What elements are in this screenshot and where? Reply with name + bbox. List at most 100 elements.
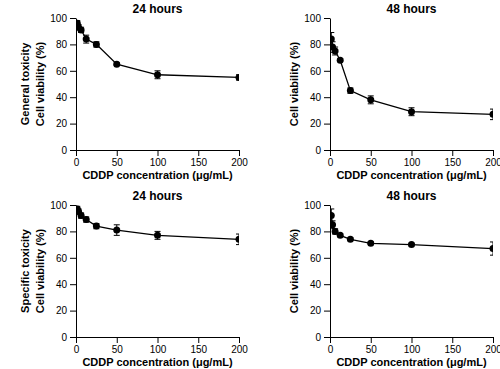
point: [408, 108, 415, 115]
error-bar: [93, 42, 99, 47]
x-tick-label: 100: [404, 344, 421, 355]
error-bar-cap: [236, 234, 239, 235]
x-tick-label: 150: [444, 157, 461, 168]
x-tick: 0: [74, 337, 80, 355]
y-label: Cell viability (%): [288, 228, 300, 313]
y-tick-mark: [324, 44, 330, 45]
y-tick: 40: [56, 279, 76, 290]
point: [236, 74, 240, 81]
error-bar-cap: [236, 244, 239, 245]
point: [113, 61, 120, 68]
line: [77, 23, 239, 77]
y-tick-label: 0: [61, 145, 67, 156]
error-bar-cap: [332, 54, 338, 55]
x-tick: 200: [231, 337, 248, 355]
y-label: Cell viability (%): [34, 41, 46, 126]
y-tick-mark: [70, 311, 76, 312]
x-tick-mark: [239, 150, 240, 156]
y-tick-mark: [324, 258, 330, 259]
panel: 05010015020002040608010024 hoursCDDP con…: [19, 189, 248, 368]
x-tick-label: 100: [150, 157, 167, 168]
y-axis-line: [76, 206, 77, 338]
x-tick: 150: [190, 337, 207, 355]
x-tick-mark: [198, 337, 199, 343]
x-tick-label: 50: [366, 344, 378, 355]
y-tick: 0: [61, 145, 76, 156]
y-tick: 40: [310, 92, 330, 103]
point: [330, 212, 335, 219]
x-tick-mark: [117, 337, 118, 343]
point: [93, 41, 100, 48]
y-tick-label: 20: [56, 118, 68, 129]
x-tick-label: 150: [190, 157, 207, 168]
error-bar-cap: [490, 109, 493, 110]
x-axis: 050100150200: [74, 150, 249, 168]
y-tick: 80: [56, 226, 76, 237]
y-tick-label: 40: [310, 279, 322, 290]
point: [236, 236, 240, 243]
y-tick-mark: [324, 311, 330, 312]
error-bar: [368, 96, 374, 104]
error-bar: [93, 223, 99, 228]
y-label: Cell viability (%): [288, 41, 300, 126]
y-tick-label: 60: [310, 66, 322, 77]
x-tick-mark: [239, 337, 240, 343]
x-tick-mark: [371, 150, 372, 156]
point: [347, 236, 354, 243]
y-tick-mark: [70, 337, 76, 338]
y-tick: 100: [50, 200, 76, 211]
y-tick-mark: [70, 44, 76, 45]
y-tick-mark: [324, 150, 330, 151]
x-tick-mark: [371, 337, 372, 343]
error-bar-cap: [114, 224, 120, 225]
point: [113, 227, 120, 234]
x-label: CDDP concentration (μg/mL): [336, 356, 486, 368]
y-tick-label: 0: [61, 332, 67, 343]
error-bar-cap: [368, 95, 374, 96]
x-tick-label: 200: [485, 344, 500, 355]
point: [408, 241, 415, 248]
x-tick-mark: [493, 337, 494, 343]
error-bar: [155, 71, 161, 79]
y-tick-label: 80: [56, 39, 68, 50]
y-tick-label: 20: [56, 305, 68, 316]
x-tick-mark: [330, 150, 331, 156]
point: [154, 71, 161, 78]
title: 24 hours: [132, 2, 182, 16]
y-tick-mark: [70, 205, 76, 206]
error-bar: [332, 47, 338, 55]
y-tick-mark: [324, 97, 330, 98]
x-tick-mark: [117, 150, 118, 156]
x-label: CDDP concentration (μg/mL): [336, 169, 486, 181]
plot-area: [330, 209, 493, 255]
y-tick: 20: [56, 305, 76, 316]
y-tick-mark: [70, 124, 76, 125]
row-label: Specific toxicity: [19, 228, 31, 313]
x-tick-mark: [330, 337, 331, 343]
y-tick-label: 20: [310, 305, 322, 316]
x-tick-label: 150: [190, 344, 207, 355]
point: [490, 111, 494, 118]
line: [331, 216, 493, 249]
y-axis: 0 20 40 60 80 100: [50, 200, 76, 343]
y-tick-label: 60: [56, 253, 68, 264]
x-axis: 050100150200: [74, 337, 249, 355]
y-tick-label: 20: [310, 118, 322, 129]
x-tick-label: 100: [150, 344, 167, 355]
error-bar: [409, 108, 415, 116]
error-bar: [114, 225, 120, 236]
x-tick: 200: [485, 150, 500, 168]
y-tick-mark: [70, 258, 76, 259]
point: [367, 96, 374, 103]
y-tick-label: 40: [310, 92, 322, 103]
y-tick-label: 80: [310, 226, 322, 237]
error-bar-cap: [155, 231, 161, 232]
x-tick: 100: [150, 150, 167, 168]
y-tick: 0: [315, 145, 330, 156]
x-tick-mark: [158, 150, 159, 156]
y-tick-mark: [70, 18, 76, 19]
plot-area: [330, 33, 493, 120]
x-tick-mark: [198, 150, 199, 156]
y-tick: 80: [310, 39, 330, 50]
point: [347, 87, 354, 94]
